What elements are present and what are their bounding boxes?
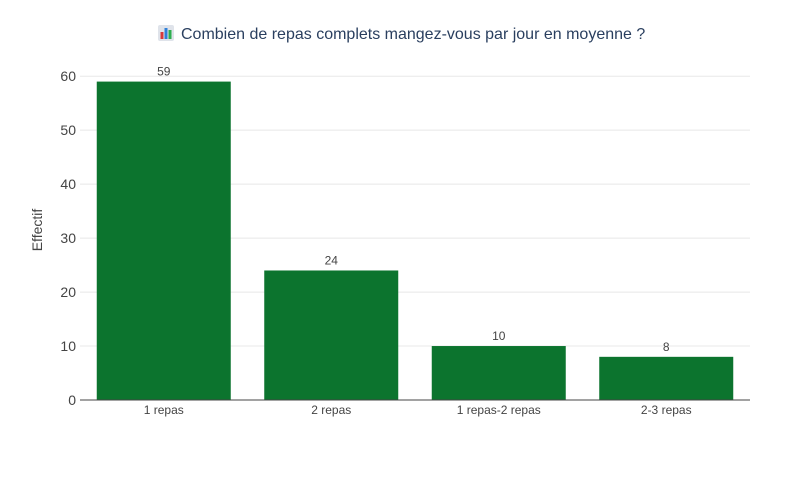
- bar: [599, 356, 734, 400]
- y-axis-label: Effectif: [29, 209, 45, 252]
- bars: [96, 81, 734, 400]
- bar-value-label: 59: [157, 65, 171, 79]
- y-tick-label: 0: [68, 392, 76, 408]
- x-tick-label: 2-3 repas: [641, 403, 692, 417]
- y-tick-label: 50: [60, 122, 76, 138]
- gridlines: [80, 75, 750, 347]
- data-labels: 59 24 10 8: [157, 65, 670, 354]
- x-tick-label: 1 repas-2 repas: [457, 403, 541, 417]
- bar-value-label: 10: [492, 329, 506, 343]
- y-tick-label: 40: [60, 176, 76, 192]
- bar-value-label: 24: [325, 253, 339, 267]
- x-tick-label: 2 repas: [311, 403, 351, 417]
- y-tick-label: 10: [60, 338, 76, 354]
- x-axis-ticks: 1 repas 2 repas 1 repas-2 repas 2-3 repas: [144, 403, 692, 417]
- y-tick-label: 60: [60, 68, 76, 84]
- x-tick-label: 1 repas: [144, 403, 184, 417]
- y-tick-label: 20: [60, 284, 76, 300]
- chart-title-group: Combien de repas complets mangez-vous pa…: [158, 25, 645, 43]
- bar-chart-emoji-icon: [158, 25, 174, 41]
- chart-title: Combien de repas complets mangez-vous pa…: [181, 26, 645, 43]
- bar: [264, 270, 399, 400]
- bar-value-label: 8: [663, 340, 670, 354]
- y-axis-ticks: 0 10 20 30 40 50 60: [60, 68, 76, 408]
- bar: [431, 346, 566, 400]
- bar: [96, 81, 231, 400]
- y-tick-label: 30: [60, 230, 76, 246]
